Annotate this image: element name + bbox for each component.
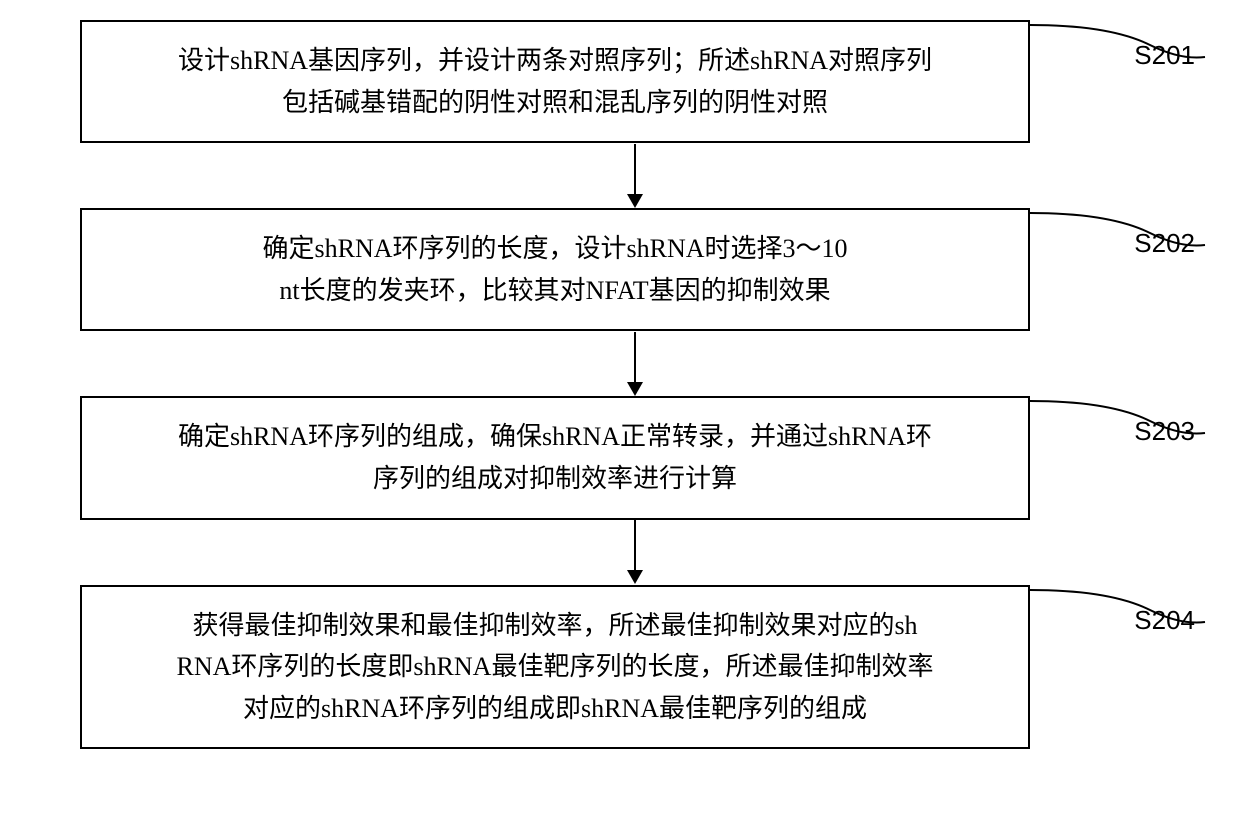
- step-text: 序列的组成对抑制效率进行计算: [107, 458, 1003, 500]
- step-container-2: 确定shRNA环序列的长度，设计shRNA时选择3～10 nt长度的发夹环，比较…: [50, 208, 1190, 331]
- arrow-line: [634, 144, 636, 194]
- step-container-3: 确定shRNA环序列的组成，确保shRNA正常转录，并通过shRNA环 序列的组…: [50, 396, 1190, 519]
- arrow-3: [160, 520, 1110, 585]
- arrow-line: [634, 332, 636, 382]
- step-text: 包括碱基错配的阴性对照和混乱序列的阴性对照: [107, 82, 1003, 124]
- step-label-2: S202: [1134, 228, 1195, 259]
- step-label-1: S201: [1134, 40, 1195, 71]
- flowchart-container: 设计shRNA基因序列，并设计两条对照序列；所述shRNA对照序列 包括碱基错配…: [50, 20, 1190, 749]
- arrow-head: [627, 382, 643, 396]
- connector-curve-3: [1030, 401, 1230, 461]
- label-text: S202: [1134, 228, 1195, 259]
- step-box-4: 获得最佳抑制效果和最佳抑制效率，所述最佳抑制效果对应的sh RNA环序列的长度即…: [80, 585, 1030, 750]
- connector-curve-1: [1030, 25, 1230, 85]
- step-text: 设计shRNA基因序列，并设计两条对照序列；所述shRNA对照序列: [107, 40, 1003, 82]
- step-text: 确定shRNA环序列的组成，确保shRNA正常转录，并通过shRNA环: [107, 416, 1003, 458]
- step-container-4: 获得最佳抑制效果和最佳抑制效率，所述最佳抑制效果对应的sh RNA环序列的长度即…: [50, 585, 1190, 750]
- step-box-1: 设计shRNA基因序列，并设计两条对照序列；所述shRNA对照序列 包括碱基错配…: [80, 20, 1030, 143]
- label-text: S203: [1134, 416, 1195, 447]
- label-text: S201: [1134, 40, 1195, 71]
- connector-curve-4: [1030, 590, 1230, 650]
- step-box-3: 确定shRNA环序列的组成，确保shRNA正常转录，并通过shRNA环 序列的组…: [80, 396, 1030, 519]
- step-text: nt长度的发夹环，比较其对NFAT基因的抑制效果: [107, 270, 1003, 312]
- arrow-2: [160, 331, 1110, 396]
- step-label-4: S204: [1134, 605, 1195, 636]
- label-text: S204: [1134, 605, 1195, 636]
- arrow-1: [160, 143, 1110, 208]
- step-box-2: 确定shRNA环序列的长度，设计shRNA时选择3～10 nt长度的发夹环，比较…: [80, 208, 1030, 331]
- arrow-line: [634, 520, 636, 570]
- step-text: 确定shRNA环序列的长度，设计shRNA时选择3～10: [107, 228, 1003, 270]
- step-text: 对应的shRNA环序列的组成即shRNA最佳靶序列的组成: [107, 688, 1003, 730]
- step-text: 获得最佳抑制效果和最佳抑制效率，所述最佳抑制效果对应的sh: [107, 605, 1003, 647]
- connector-curve-2: [1030, 213, 1230, 273]
- arrow-head: [627, 194, 643, 208]
- step-text: RNA环序列的长度即shRNA最佳靶序列的长度，所述最佳抑制效率: [107, 646, 1003, 688]
- step-label-3: S203: [1134, 416, 1195, 447]
- step-container-1: 设计shRNA基因序列，并设计两条对照序列；所述shRNA对照序列 包括碱基错配…: [50, 20, 1190, 143]
- arrow-head: [627, 570, 643, 584]
